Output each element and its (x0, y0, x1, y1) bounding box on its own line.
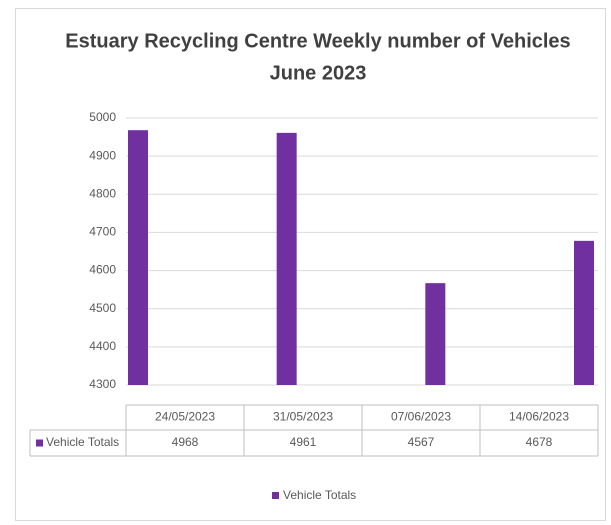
bar (276, 132, 297, 385)
bar (574, 240, 594, 385)
y-tick-label: 4600 (89, 263, 116, 277)
x-tick-label: 24/05/2023 (155, 410, 215, 424)
x-tick-label: 31/05/2023 (273, 410, 333, 424)
table-value: 4678 (526, 435, 553, 449)
table-key (36, 439, 43, 447)
y-tick-label: 5000 (89, 110, 116, 124)
legend-swatch (272, 492, 279, 499)
table-row-label: Vehicle Totals (46, 435, 119, 449)
table-value: 4968 (172, 435, 199, 449)
x-tick-label: 14/06/2023 (509, 410, 569, 424)
y-tick-label: 4400 (89, 339, 116, 353)
legend-label: Vehicle Totals (283, 488, 356, 502)
table-value: 4567 (408, 435, 435, 449)
x-tick-label: 07/06/2023 (391, 410, 451, 424)
chart-title: Estuary Recycling Centre Weekly number o… (65, 30, 570, 52)
y-tick-label: 4500 (89, 301, 116, 315)
y-tick-label: 4300 (89, 377, 116, 391)
y-tick-label: 4900 (89, 148, 116, 162)
y-tick-label: 4800 (89, 186, 116, 200)
y-tick-label: 4700 (89, 225, 116, 239)
bar (128, 130, 148, 385)
table-value: 4961 (290, 435, 317, 449)
chart-border (15, 8, 606, 521)
bar (425, 283, 446, 385)
chart-title: June 2023 (270, 62, 367, 84)
